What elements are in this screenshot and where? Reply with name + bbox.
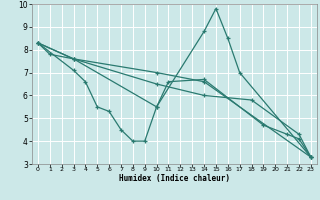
X-axis label: Humidex (Indice chaleur): Humidex (Indice chaleur) (119, 174, 230, 183)
